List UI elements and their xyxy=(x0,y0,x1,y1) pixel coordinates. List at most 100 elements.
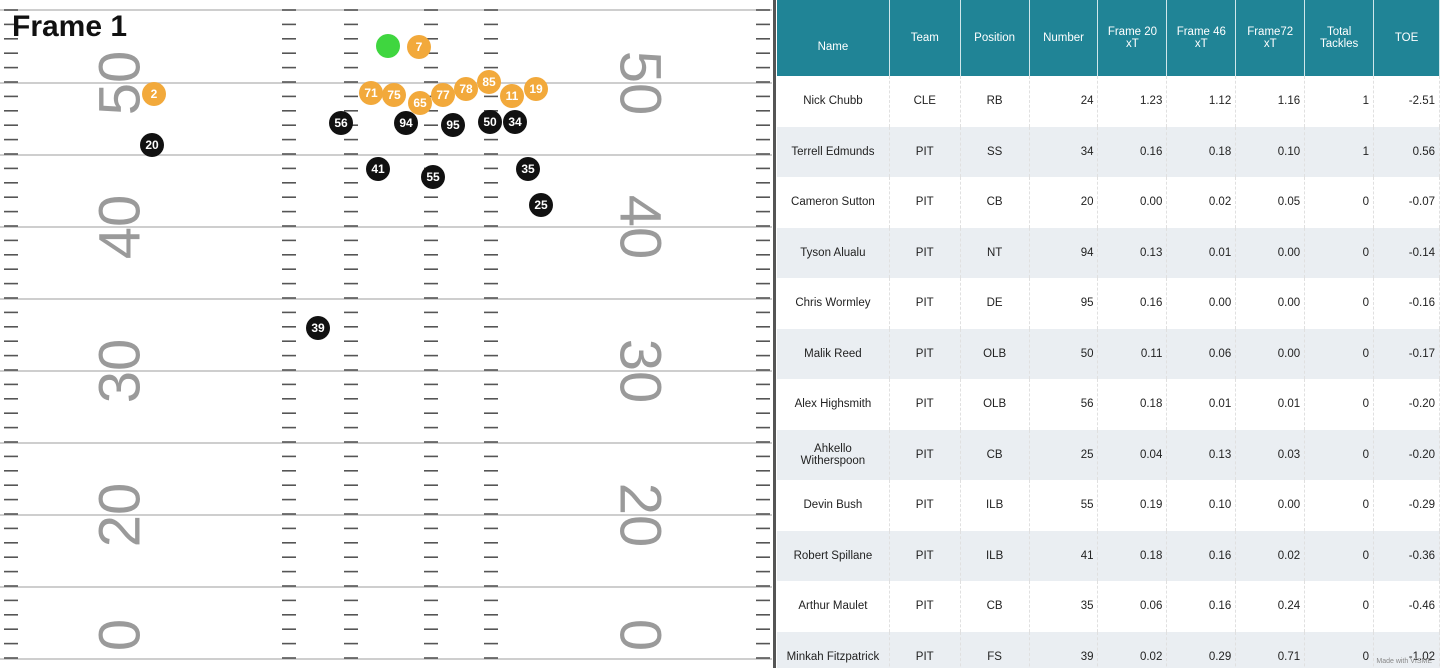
header-name[interactable]: Name xyxy=(777,0,890,76)
cell-number: 94 xyxy=(1029,227,1099,278)
player-number: 85 xyxy=(482,75,496,89)
player-stats-table-panel[interactable]: Name Team Position Number Frame 20 xT Fr… xyxy=(777,0,1440,668)
cell-frame46-xt: 0.16 xyxy=(1166,581,1237,632)
cell-frame20-xt: 0.04 xyxy=(1097,429,1168,480)
table-row[interactable]: Ahkello Witherspoon PIT CB 25 0.04 0.13 0.03 0-… xyxy=(777,429,1440,480)
player-number: 50 xyxy=(483,115,497,129)
cell-frame72-xt: 0.02 xyxy=(1235,530,1306,581)
cell-position: DE xyxy=(960,278,1030,329)
player-number: 2 xyxy=(151,87,158,101)
player-marker-defense: 25 xyxy=(529,193,553,217)
cell-frame46-xt: 0.16 xyxy=(1166,530,1237,581)
cell-name: Chris Wormley xyxy=(777,278,890,329)
header-frame20-xt[interactable]: Frame 20 xT xyxy=(1097,0,1168,76)
cell-toe: -0.16 xyxy=(1373,278,1440,329)
table-row[interactable]: Cameron Sutton PIT CB 20 0.00 0.02 0.05 0 -0.07 xyxy=(777,177,1440,228)
player-dot xyxy=(478,110,502,134)
cell-frame20-xt: 0.06 xyxy=(1097,581,1168,632)
player-stats-table: Name Team Position Number Frame 20 xT Fr… xyxy=(777,0,1440,668)
table-row[interactable]: Chris Wormley PIT DE 95 0.16 0.00 0.00 0 -0.16 xyxy=(777,278,1440,329)
cell-frame46-xt: 0.06 xyxy=(1166,328,1237,379)
player-marker-defense: 39 xyxy=(306,316,330,340)
cell-team: PIT xyxy=(889,328,961,379)
player-number: 25 xyxy=(534,198,548,212)
player-marker-defense: 20 xyxy=(140,133,164,157)
yard-number: 40 xyxy=(608,195,673,260)
yard-number: 0 xyxy=(88,619,153,651)
table-row[interactable]: Minkah Fitzpatrick PIT FS 39 0.02 0.29 0.71 0 -1… xyxy=(777,631,1440,668)
cell-team: PIT xyxy=(889,581,961,632)
player-dot xyxy=(500,84,524,108)
table-row[interactable]: Robert Spillane PIT ILB 41 0.18 0.16 0.02 0 -0.3… xyxy=(777,530,1440,581)
cell-frame46-xt: 0.10 xyxy=(1166,480,1237,531)
player-dot xyxy=(359,81,383,105)
player-marker-offense: 78 xyxy=(454,77,478,101)
cell-number: 56 xyxy=(1029,379,1099,430)
player-marker-defense: 50 xyxy=(478,110,502,134)
football-field: 50 50 40 40 30 30 20 20 0 0 7 2 71 75 65 77 78 85 11 19 20 5… xyxy=(0,0,776,668)
player-marker-defense: 55 xyxy=(421,165,445,189)
table-row[interactable]: Arthur Maulet PIT CB 35 0.06 0.16 0.24 0 -0.46 xyxy=(777,581,1440,632)
cell-number: 41 xyxy=(1029,530,1099,581)
cell-number: 55 xyxy=(1029,480,1099,531)
cell-frame46-xt: 0.13 xyxy=(1166,429,1237,480)
cell-toe: -2.51 xyxy=(1373,76,1440,127)
table-row[interactable]: Nick Chubb CLE RB 24 1.23 1.12 1.16 1 -2.51 xyxy=(777,76,1440,127)
player-marker-defense: 56 xyxy=(329,111,353,135)
cell-toe: -0.36 xyxy=(1373,530,1440,581)
yard-number: 20 xyxy=(88,483,153,548)
header-total-tackles[interactable]: Total Tackles xyxy=(1304,0,1375,76)
ball-carrier-marker xyxy=(376,34,400,58)
cell-frame20-xt: 0.00 xyxy=(1097,177,1168,228)
cell-frame46-xt: 0.01 xyxy=(1166,227,1237,278)
player-marker-offense: 71 xyxy=(359,81,383,105)
cell-toe: -0.20 xyxy=(1373,429,1440,480)
table-row[interactable]: Malik Reed PIT OLB 50 0.11 0.06 0.00 0 -0.17 xyxy=(777,328,1440,379)
cell-total-tackles: 0 xyxy=(1304,328,1375,379)
header-frame46-xt[interactable]: Frame 46 xT xyxy=(1166,0,1237,76)
player-number: 94 xyxy=(399,116,413,130)
player-number: 35 xyxy=(521,162,535,176)
cell-team: PIT xyxy=(889,278,961,329)
header-toe[interactable]: TOE xyxy=(1373,0,1440,76)
cell-frame20-xt: 0.19 xyxy=(1097,480,1168,531)
table-row[interactable]: Devin Bush PIT ILB 55 0.19 0.10 0.00 0 -0.29 xyxy=(777,480,1440,531)
watermark: Made with VISME xyxy=(1376,658,1432,665)
yard-number: 40 xyxy=(88,195,153,260)
table-row[interactable]: Terrell Edmunds PIT SS 34 0.16 0.18 0.10 1 0.56 xyxy=(777,126,1440,177)
header-frame72-xt[interactable]: Frame72 xT xyxy=(1235,0,1306,76)
cell-number: 39 xyxy=(1029,631,1099,668)
player-dot xyxy=(441,113,465,137)
header-team[interactable]: Team xyxy=(889,0,961,76)
header-position[interactable]: Position xyxy=(960,0,1030,76)
player-dot xyxy=(329,111,353,135)
cell-number: 50 xyxy=(1029,328,1099,379)
header-number[interactable]: Number xyxy=(1029,0,1099,76)
table-row[interactable]: Alex Highsmith PIT OLB 56 0.18 0.01 0.01 0 -0.20 xyxy=(777,379,1440,430)
player-dot xyxy=(421,165,445,189)
cell-total-tackles: 0 xyxy=(1304,429,1375,480)
player-dot xyxy=(140,133,164,157)
player-number: 55 xyxy=(426,170,440,184)
table-row[interactable]: Tyson Alualu PIT NT 94 0.13 0.01 0.00 0 -0.14 xyxy=(777,227,1440,278)
cell-toe: -0.07 xyxy=(1373,177,1440,228)
player-marker-offense: 11 xyxy=(500,84,524,108)
cell-name: Alex Highsmith xyxy=(777,379,890,430)
cell-frame72-xt: 0.00 xyxy=(1235,227,1306,278)
cell-frame20-xt: 0.16 xyxy=(1097,126,1168,177)
player-number: 77 xyxy=(436,88,450,102)
player-dot xyxy=(142,82,166,106)
cell-name: Tyson Alualu xyxy=(777,227,890,278)
table-header-row: Name Team Position Number Frame 20 xT Fr… xyxy=(777,0,1440,76)
cell-position: NT xyxy=(960,227,1030,278)
cell-position: OLB xyxy=(960,379,1030,430)
cell-name: Ahkello Witherspoon xyxy=(777,429,890,480)
cell-name: Robert Spillane xyxy=(777,530,890,581)
cell-frame72-xt: 0.05 xyxy=(1235,177,1306,228)
player-dot xyxy=(431,83,455,107)
yard-number: 30 xyxy=(88,339,153,404)
player-dot xyxy=(529,193,553,217)
cell-toe: -1.02 xyxy=(1373,631,1440,668)
player-dot xyxy=(516,157,540,181)
player-dot xyxy=(503,110,527,134)
